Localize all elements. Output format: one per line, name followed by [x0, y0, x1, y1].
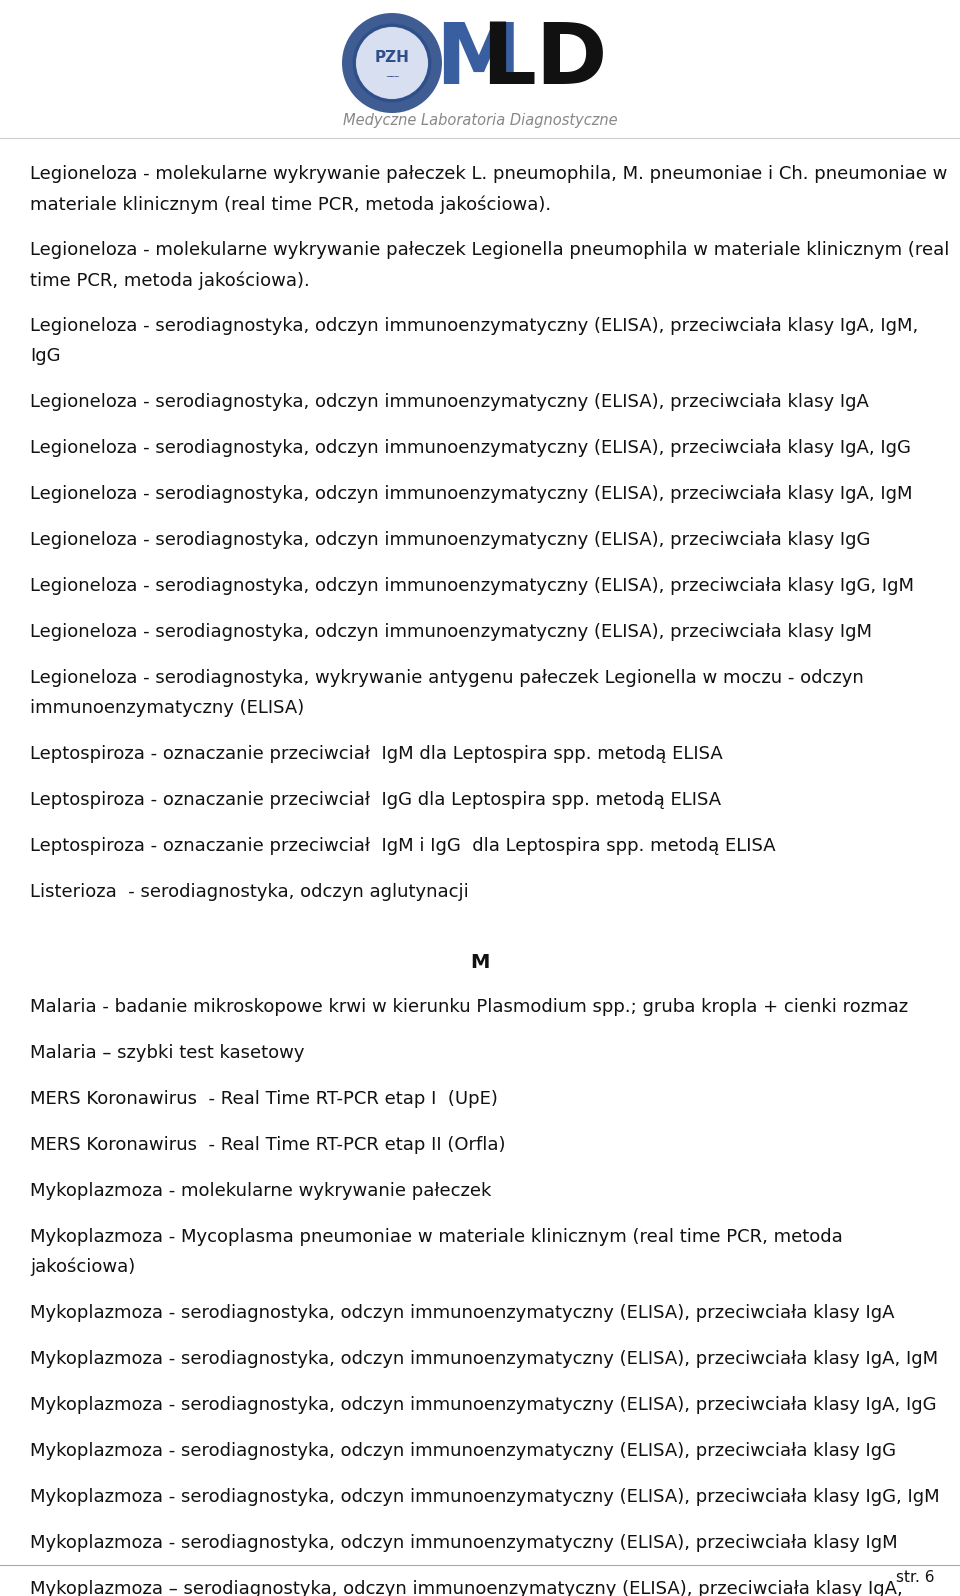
Text: Legioneloza - molekularne wykrywanie pałeczek Legionella pneumophila w materiale: Legioneloza - molekularne wykrywanie pał…: [30, 241, 949, 259]
Text: IgG: IgG: [30, 346, 60, 365]
Text: ___: ___: [386, 69, 398, 78]
Text: immunoenzymatyczny (ELISA): immunoenzymatyczny (ELISA): [30, 699, 304, 717]
Text: Legioneloza - serodiagnostyka, odczyn immunoenzymatyczny (ELISA), przeciwciała k: Legioneloza - serodiagnostyka, odczyn im…: [30, 393, 869, 412]
Text: Leptospiroza - oznaczanie przeciwciał  IgM dla Leptospira spp. metodą ELISA: Leptospiroza - oznaczanie przeciwciał Ig…: [30, 745, 723, 763]
Text: Mykoplazmoza - serodiagnostyka, odczyn immunoenzymatyczny (ELISA), przeciwciała : Mykoplazmoza - serodiagnostyka, odczyn i…: [30, 1487, 940, 1507]
Text: PZH: PZH: [374, 51, 409, 65]
Text: Legioneloza - serodiagnostyka, odczyn immunoenzymatyczny (ELISA), przeciwciała k: Legioneloza - serodiagnostyka, odczyn im…: [30, 531, 871, 549]
Text: M: M: [470, 953, 490, 972]
Text: Legioneloza - serodiagnostyka, odczyn immunoenzymatyczny (ELISA), przeciwciała k: Legioneloza - serodiagnostyka, odczyn im…: [30, 318, 919, 335]
Text: Medyczne Laboratoria Diagnostyczne: Medyczne Laboratoria Diagnostyczne: [343, 112, 617, 128]
Text: M: M: [435, 19, 520, 102]
Text: Mykoplazmoza - serodiagnostyka, odczyn immunoenzymatyczny (ELISA), przeciwciała : Mykoplazmoza - serodiagnostyka, odczyn i…: [30, 1350, 938, 1368]
Text: materiale klinicznym (real time PCR, metoda jakościowa).: materiale klinicznym (real time PCR, met…: [30, 195, 551, 214]
Text: Leptospiroza - oznaczanie przeciwciał  IgM i IgG  dla Leptospira spp. metodą ELI: Leptospiroza - oznaczanie przeciwciał Ig…: [30, 836, 776, 855]
Text: jakościowa): jakościowa): [30, 1258, 135, 1277]
Text: Legioneloza - serodiagnostyka, odczyn immunoenzymatyczny (ELISA), przeciwciała k: Legioneloza - serodiagnostyka, odczyn im…: [30, 578, 914, 595]
Text: Malaria - badanie mikroskopowe krwi w kierunku Plasmodium spp.; gruba kropla + c: Malaria - badanie mikroskopowe krwi w ki…: [30, 998, 908, 1017]
Text: Mykoplazmoza - serodiagnostyka, odczyn immunoenzymatyczny (ELISA), przeciwciała : Mykoplazmoza - serodiagnostyka, odczyn i…: [30, 1443, 896, 1460]
Text: Mykoplazmoza - serodiagnostyka, odczyn immunoenzymatyczny (ELISA), przeciwciała : Mykoplazmoza - serodiagnostyka, odczyn i…: [30, 1304, 895, 1321]
Text: Legioneloza - serodiagnostyka, odczyn immunoenzymatyczny (ELISA), przeciwciała k: Legioneloza - serodiagnostyka, odczyn im…: [30, 622, 872, 642]
Text: Legioneloza - serodiagnostyka, odczyn immunoenzymatyczny (ELISA), przeciwciała k: Legioneloza - serodiagnostyka, odczyn im…: [30, 439, 911, 456]
Text: Legioneloza - serodiagnostyka, wykrywanie antygenu pałeczek Legionella w moczu -: Legioneloza - serodiagnostyka, wykrywani…: [30, 669, 864, 686]
Text: LD: LD: [481, 19, 608, 102]
Text: Legioneloza - serodiagnostyka, odczyn immunoenzymatyczny (ELISA), przeciwciała k: Legioneloza - serodiagnostyka, odczyn im…: [30, 485, 913, 503]
Text: Mykoplazmoza - serodiagnostyka, odczyn immunoenzymatyczny (ELISA), przeciwciała : Mykoplazmoza - serodiagnostyka, odczyn i…: [30, 1396, 937, 1414]
Text: Malaria – szybki test kasetowy: Malaria – szybki test kasetowy: [30, 1044, 304, 1061]
Text: str. 6: str. 6: [897, 1570, 935, 1585]
Text: Listerioza  - serodiagnostyka, odczyn aglutynacji: Listerioza - serodiagnostyka, odczyn agl…: [30, 883, 468, 902]
Text: Mykoplazmoza - Mycoplasma pneumoniae w materiale klinicznym (real time PCR, meto: Mykoplazmoza - Mycoplasma pneumoniae w m…: [30, 1227, 843, 1246]
Circle shape: [342, 13, 442, 113]
Text: Mykoplazmoza - molekularne wykrywanie pałeczek: Mykoplazmoza - molekularne wykrywanie pa…: [30, 1183, 492, 1200]
Text: Mykoplazmoza - serodiagnostyka, odczyn immunoenzymatyczny (ELISA), przeciwciała : Mykoplazmoza - serodiagnostyka, odczyn i…: [30, 1534, 898, 1551]
Circle shape: [356, 27, 428, 99]
Text: Mykoplazmoza – serodiagnostyka, odczyn immunoenzymatyczny (ELISA), przeciwciała : Mykoplazmoza – serodiagnostyka, odczyn i…: [30, 1580, 902, 1596]
Text: MERS Koronawirus  - Real Time RT-PCR etap II (Orfla): MERS Koronawirus - Real Time RT-PCR etap…: [30, 1136, 506, 1154]
Text: time PCR, metoda jakościowa).: time PCR, metoda jakościowa).: [30, 271, 310, 289]
Text: MERS Koronawirus  - Real Time RT-PCR etap I  (UpE): MERS Koronawirus - Real Time RT-PCR etap…: [30, 1090, 498, 1108]
Text: Legioneloza - molekularne wykrywanie pałeczek L. pneumophila, M. pneumoniae i Ch: Legioneloza - molekularne wykrywanie pał…: [30, 164, 948, 184]
Text: Leptospiroza - oznaczanie przeciwciał  IgG dla Leptospira spp. metodą ELISA: Leptospiroza - oznaczanie przeciwciał Ig…: [30, 792, 721, 809]
